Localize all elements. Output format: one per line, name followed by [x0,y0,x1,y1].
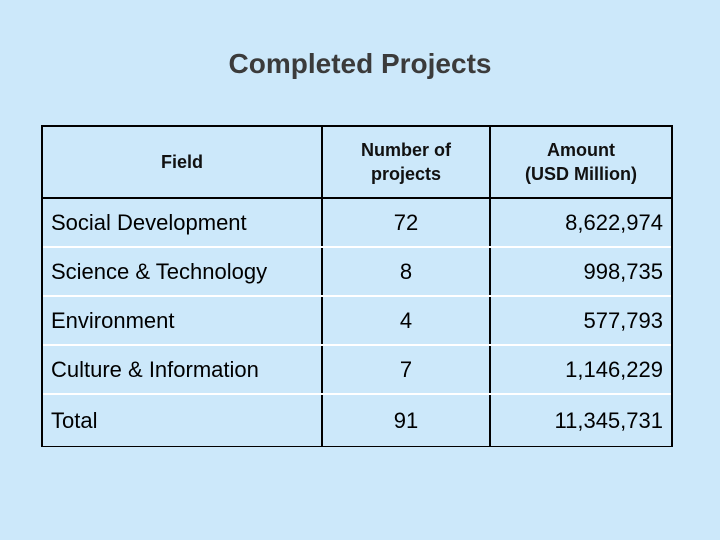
projects-table: Field Number of projects Amount (USD Mil… [41,125,673,447]
header-amount: Amount (USD Million) [489,127,671,197]
count-cell: 8 [321,248,489,295]
amount-cell: 1,146,229 [489,346,671,393]
amount-cell: 11,345,731 [489,395,671,446]
slide-title: Completed Projects [228,48,492,79]
count-cell: 91 [321,395,489,446]
table-header-row: Field Number of projects Amount (USD Mil… [43,127,671,199]
count-cell: 7 [321,346,489,393]
table-row: Science & Technology 8 998,735 [43,248,671,297]
amount-cell: 998,735 [489,248,671,295]
field-cell: Environment [51,307,175,333]
count-cell: 72 [321,199,489,246]
table-total-row: Total 91 11,345,731 [43,395,671,446]
header-field: Field [160,152,203,172]
table-row: Culture & Information 7 1,146,229 [43,346,671,395]
amount-cell: 577,793 [489,297,671,344]
header-number-of-projects: Number of projects [321,127,489,197]
table-row: Social Development 72 8,622,974 [43,199,671,248]
field-cell: Total [51,407,98,433]
field-cell: Social Development [51,209,247,235]
count-cell: 4 [321,297,489,344]
amount-cell: 8,622,974 [489,199,671,246]
table-row: Environment 4 577,793 [43,297,671,346]
field-cell: Culture & Information [51,356,259,382]
field-cell: Science & Technology [51,258,268,284]
